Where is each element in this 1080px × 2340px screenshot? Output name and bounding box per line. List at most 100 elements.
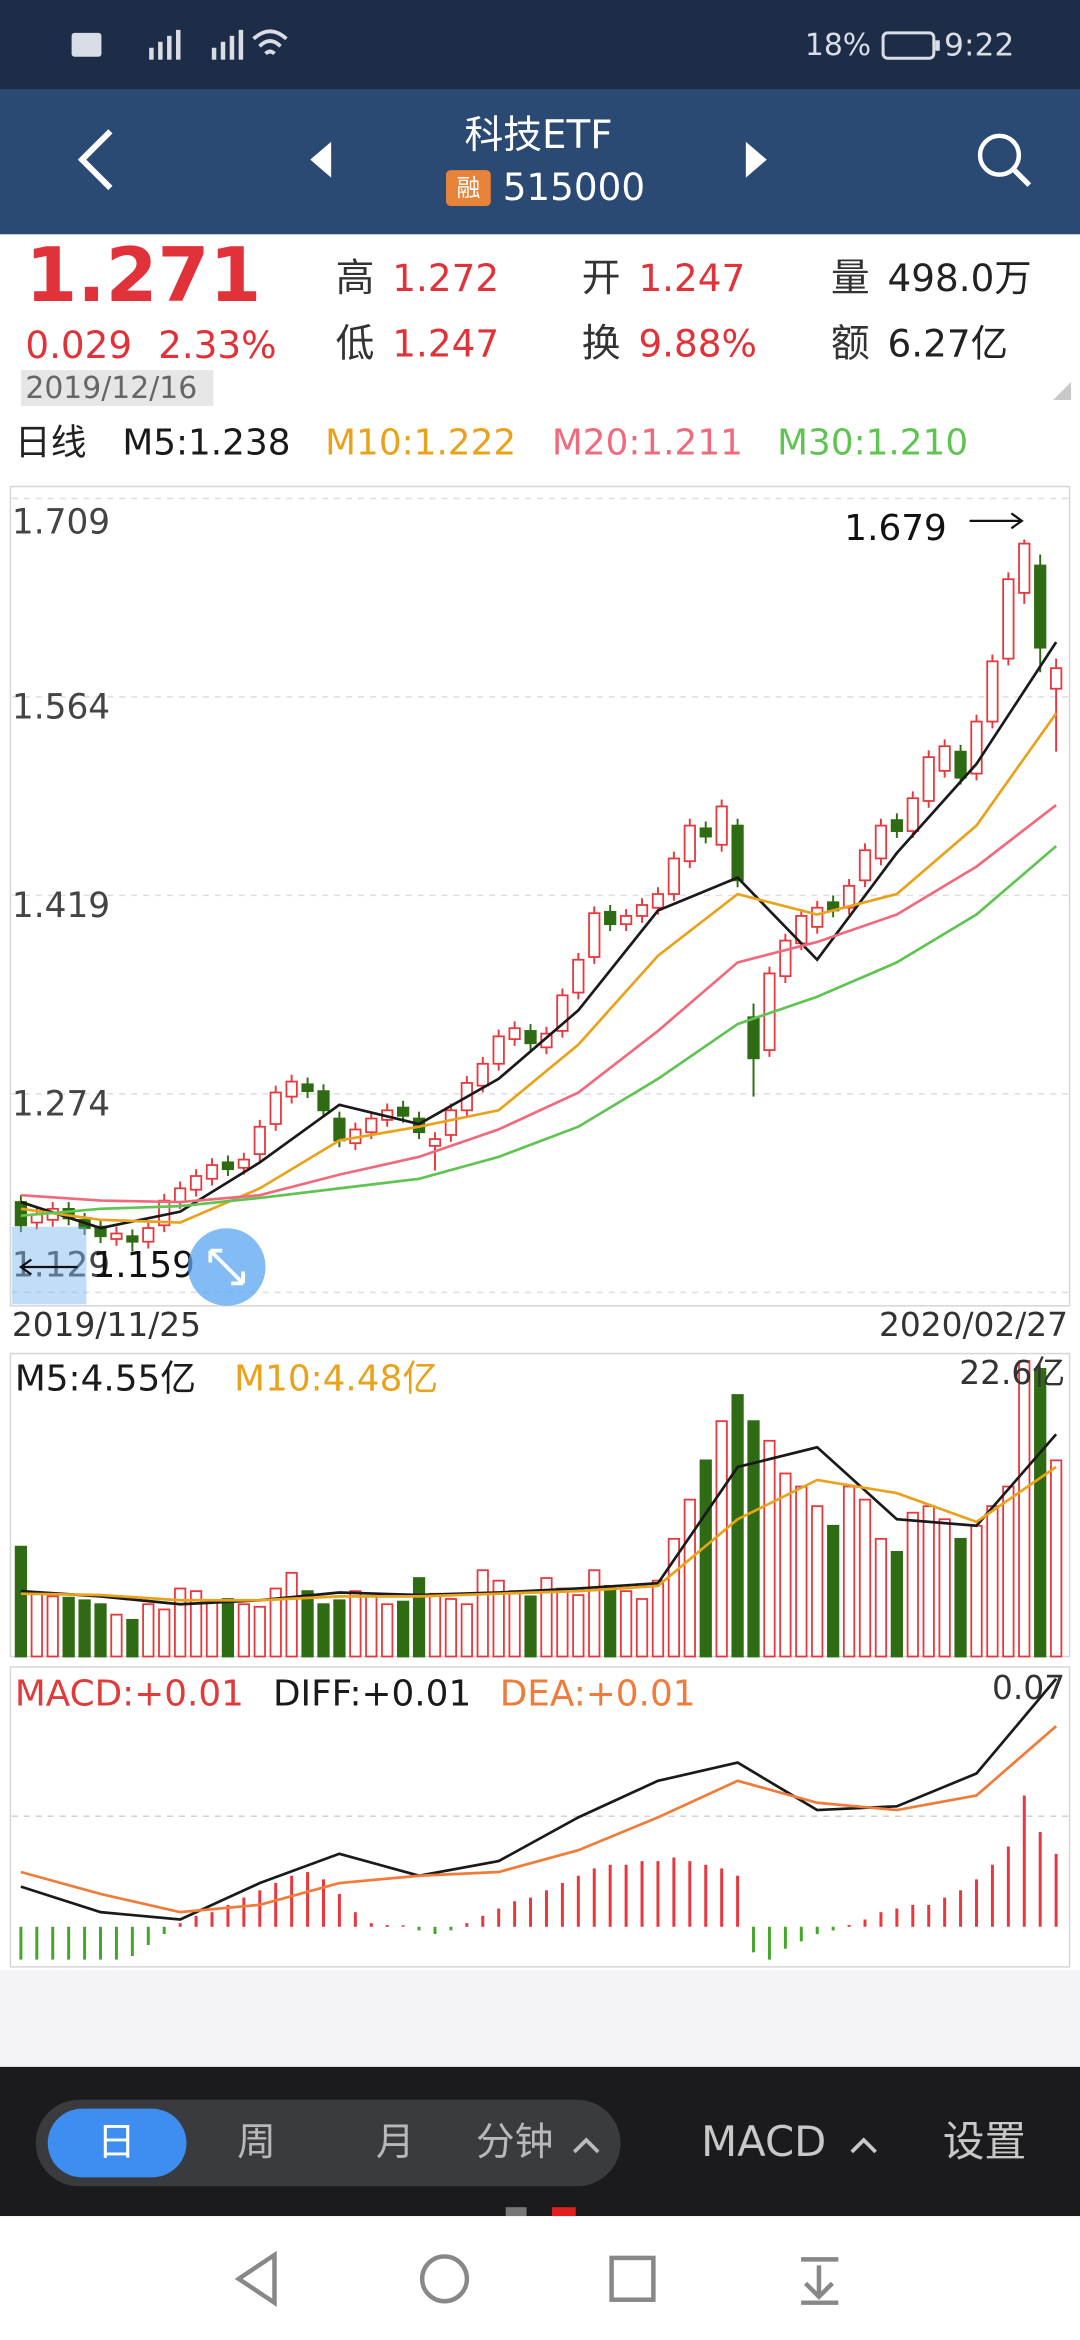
volume-bar — [126, 1619, 139, 1658]
volume-bar — [747, 1420, 760, 1658]
next-button[interactable] — [745, 141, 767, 178]
prev-button[interactable] — [310, 141, 332, 178]
expand-corner[interactable] — [1053, 382, 1072, 400]
settings-button[interactable]: 设置 — [943, 2117, 1027, 2166]
candle-body — [986, 660, 999, 723]
field-label: 换 — [582, 322, 621, 367]
legend-entry: M5:1.238 — [122, 423, 290, 464]
period-tab[interactable]: 日 — [97, 2120, 136, 2165]
candle-body — [110, 1232, 123, 1240]
indicator-line — [20, 845, 1058, 1218]
candle-body — [333, 1117, 346, 1142]
field-value: 9.88% — [638, 322, 756, 366]
zoom-icon — [208, 1248, 246, 1286]
margin-badge: 融 — [456, 174, 480, 202]
candle-body — [715, 805, 728, 846]
quote-fields: 高 1.272 低 1.247 开 1.247 换 9.88% 量 498.0万额 6.27亿 — [336, 256, 1032, 367]
nav-recent[interactable] — [609, 2255, 656, 2302]
signal-bar — [176, 29, 181, 60]
volume-bar — [683, 1498, 696, 1658]
ma-legend: 日线 M5:1.238 M10:1.222 M20:1.211 M30:1.210 — [15, 423, 968, 464]
volume-bar — [1034, 1367, 1047, 1658]
volume-bar — [1018, 1360, 1031, 1658]
field-value: 498.0万 — [888, 256, 1032, 300]
volume-bar — [842, 1485, 856, 1658]
volume-bar — [540, 1577, 553, 1658]
nav-download[interactable] — [801, 2257, 839, 2305]
date-label: 2020/02/27 — [879, 1306, 1068, 1344]
legend-bg — [11, 1358, 478, 1403]
candle-body — [444, 1109, 458, 1136]
volume-bar — [158, 1608, 171, 1658]
period-tab[interactable]: 周 — [237, 2120, 276, 2165]
annotation-arrow — [18, 1258, 78, 1276]
y-tick-label: 1.709 — [12, 502, 110, 542]
legend-entry: M10:4.48亿 — [234, 1358, 438, 1399]
volume-bar — [460, 1603, 473, 1658]
price-change: 0.029 — [25, 323, 132, 367]
volume-bar — [174, 1587, 187, 1658]
period-tab[interactable]: 分钟 — [476, 2120, 554, 2165]
caret — [572, 2137, 600, 2154]
volume-bar — [189, 1590, 203, 1658]
search-button[interactable] — [977, 133, 1032, 187]
candle-body — [747, 1016, 760, 1060]
volume-bar — [30, 1592, 43, 1658]
nav-back[interactable] — [234, 2250, 277, 2307]
clock: 9:22 — [944, 27, 1014, 63]
annotation-arrow — [969, 512, 1024, 530]
candle-body — [683, 824, 696, 863]
candle-body — [572, 958, 585, 994]
search-icon[interactable] — [1012, 168, 1032, 187]
candle-body — [938, 745, 951, 772]
back-button[interactable] — [77, 129, 113, 191]
legend-entry: M10:1.222 — [325, 423, 516, 464]
candle-body — [301, 1083, 314, 1093]
candle-body — [970, 720, 983, 775]
page-dot — [505, 2207, 527, 2217]
y-tick-label: 1.564 — [12, 687, 110, 727]
period-label: 日线 — [15, 423, 87, 464]
min-annotation: 1.159 — [92, 1245, 194, 1286]
stock-name: 科技ETF — [464, 113, 612, 158]
volume-bar — [78, 1599, 91, 1658]
volume-bar — [827, 1524, 840, 1658]
candle-body — [651, 893, 665, 909]
indicator-line — [20, 1465, 1057, 1602]
candle-body — [874, 824, 888, 860]
signal-bar — [211, 47, 217, 60]
volume-bar — [492, 1579, 505, 1658]
search-icon[interactable] — [977, 133, 1022, 177]
volume-bar — [365, 1595, 378, 1658]
field-label: 额 — [831, 322, 870, 367]
candle-body — [731, 824, 744, 882]
stock-code: 515000 — [503, 165, 645, 209]
y-tick-label: 22.6亿 — [959, 1354, 1065, 1392]
indicator-button[interactable]: MACD — [701, 2117, 826, 2166]
volume-bar — [1002, 1485, 1015, 1658]
candle-body — [858, 849, 872, 882]
volume-bar — [381, 1603, 394, 1658]
nav-home[interactable] — [419, 2254, 470, 2304]
volume-bar — [1050, 1459, 1063, 1658]
volume-bar — [221, 1598, 235, 1658]
candle-body — [205, 1164, 219, 1180]
candle-body — [126, 1235, 139, 1243]
field-value: 1.247 — [392, 322, 499, 366]
period-tab[interactable]: 月 — [376, 2120, 415, 2165]
volume-chart: M5:4.55亿 M10:4.48亿 22.6亿 — [11, 1354, 1065, 1658]
hd-icon — [71, 32, 102, 57]
field-label: 开 — [582, 256, 621, 301]
candle-body — [842, 884, 856, 909]
volume-bar — [110, 1613, 123, 1658]
date-label: 2019/11/25 — [12, 1306, 201, 1344]
candle-body — [922, 756, 935, 802]
volume-bar — [142, 1603, 155, 1658]
battery-icon — [881, 31, 936, 60]
indicator-line — [20, 712, 1058, 1224]
legend-entry: M5:4.55亿 — [15, 1358, 196, 1399]
volume-bar — [46, 1595, 59, 1658]
field-value: 6.27亿 — [888, 322, 1008, 366]
candle-body — [1034, 564, 1047, 649]
